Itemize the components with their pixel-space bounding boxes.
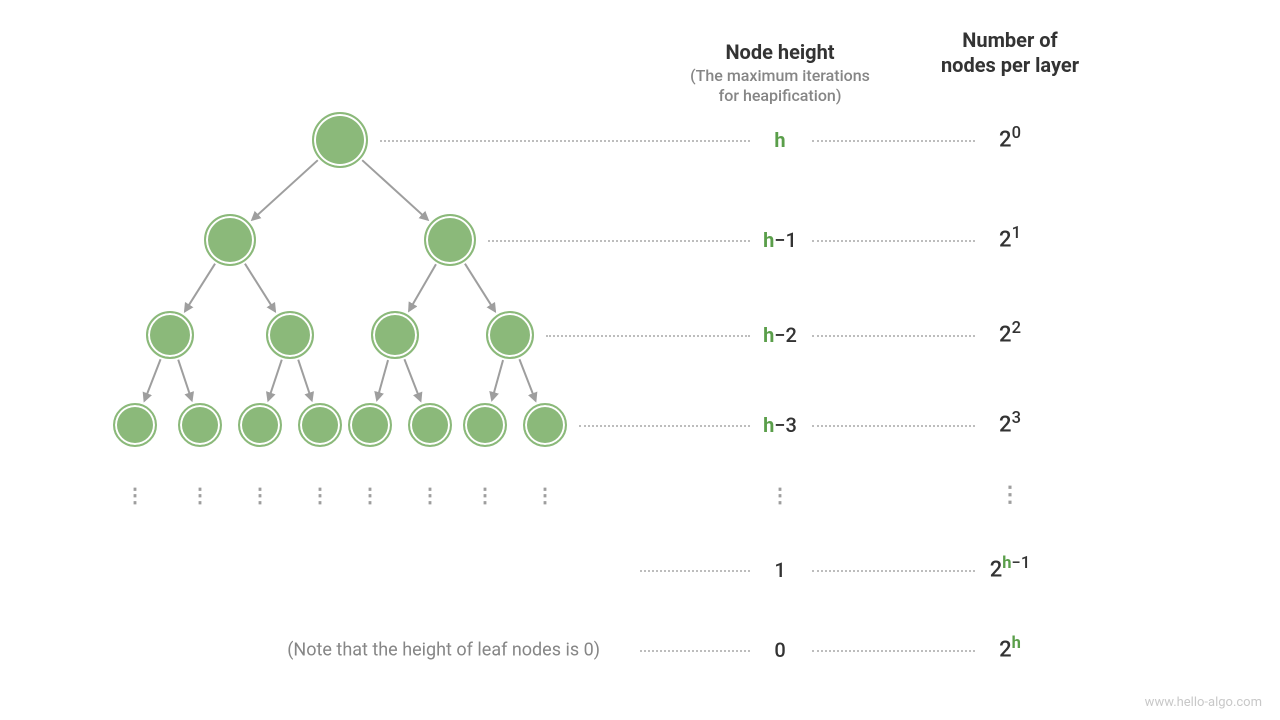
- dots-tree-to-h-3: [579, 425, 750, 427]
- tree-node-l3-5: [408, 403, 452, 447]
- count-label-4: ⋮: [999, 483, 1021, 508]
- count-label-6: 2h: [999, 638, 1021, 663]
- dots-h-to-c-5: [812, 570, 975, 572]
- tree-node-l0-0: [312, 112, 368, 168]
- tree-node-l2-3: [486, 311, 534, 359]
- watermark: www.hello-algo.com: [1145, 695, 1262, 710]
- height-label-2: h−2: [763, 323, 797, 347]
- count-label-3: 23: [999, 413, 1021, 438]
- count-label-2: 22: [999, 323, 1021, 348]
- tree-vdots-0: ⋮: [125, 483, 145, 507]
- tree-node-l3-1: [178, 403, 222, 447]
- tree-node-l2-1: [266, 311, 314, 359]
- dots-h-to-c-2: [812, 335, 975, 337]
- tree-node-l3-2: [238, 403, 282, 447]
- tree-node-l1-0: [204, 214, 256, 266]
- dots-tree-to-h-1: [488, 240, 750, 242]
- tree-node-l2-2: [371, 311, 419, 359]
- tree-node-l3-3: [298, 403, 342, 447]
- dots-tree-to-h-2: [546, 335, 750, 337]
- dots-h-to-c-3: [812, 425, 975, 427]
- header-node-height: Node height: [725, 40, 834, 64]
- height-label-1: h−1: [763, 228, 797, 252]
- dots-h-to-c-6: [812, 650, 975, 652]
- tree-edges: [0, 0, 1280, 720]
- tree-vdots-2: ⋮: [250, 483, 270, 507]
- tree-vdots-3: ⋮: [310, 483, 330, 507]
- subheader-node-height: (The maximum iterationsfor heapification…: [690, 66, 870, 106]
- tree-vdots-4: ⋮: [360, 483, 380, 507]
- tree-vdots-6: ⋮: [475, 483, 495, 507]
- height-label-3: h−3: [763, 413, 797, 437]
- count-label-0: 20: [999, 128, 1021, 153]
- dots-h-to-c-1: [812, 240, 975, 242]
- count-label-5: 2h−1: [990, 558, 1030, 583]
- tree-vdots-1: ⋮: [190, 483, 210, 507]
- count-label-1: 21: [999, 228, 1021, 253]
- height-label-5: 1: [774, 558, 785, 582]
- dots-h-to-c-0: [812, 140, 975, 142]
- tree-node-l1-1: [424, 214, 476, 266]
- tree-vdots-7: ⋮: [535, 483, 555, 507]
- header-node-count: Number ofnodes per layer: [941, 28, 1079, 78]
- tree-vdots-5: ⋮: [420, 483, 440, 507]
- dots-tree-to-h-5: [640, 570, 750, 572]
- tree-node-l3-0: [113, 403, 157, 447]
- height-label-0: h: [774, 128, 785, 152]
- dots-tree-to-h-0: [380, 140, 750, 142]
- height-label-6: 0: [774, 638, 785, 662]
- tree-node-l2-0: [146, 311, 194, 359]
- leaf-note: (Note that the height of leaf nodes is 0…: [287, 640, 600, 661]
- dots-tree-to-h-6: [640, 650, 750, 652]
- tree-node-l3-4: [348, 403, 392, 447]
- tree-node-l3-6: [463, 403, 507, 447]
- tree-node-l3-7: [523, 403, 567, 447]
- height-label-4: ⋮: [770, 483, 790, 507]
